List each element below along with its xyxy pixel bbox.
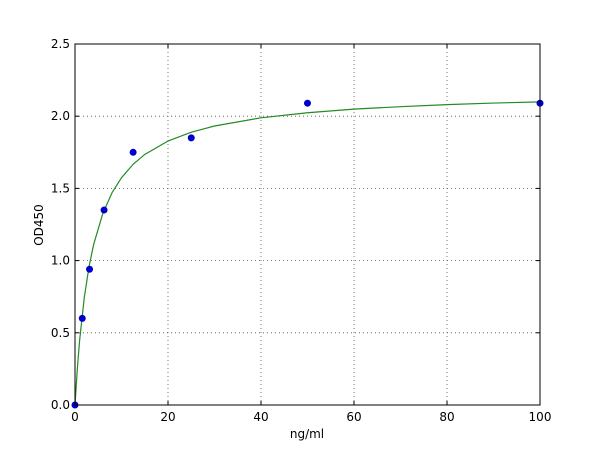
y-tick-label: 0.0 (51, 398, 70, 412)
plot-frame (74, 43, 541, 406)
data-point (304, 99, 311, 107)
y-tick-label: 1.5 (51, 181, 70, 195)
x-tick-label: 20 (160, 410, 175, 424)
fit-curve-line (74, 101, 541, 406)
data-point (129, 148, 137, 156)
fit-curve-layer (74, 101, 541, 406)
x-tick-label: 0 (71, 410, 79, 424)
data-point (78, 314, 86, 322)
grid (74, 43, 541, 406)
y-axis-label: OD450 (32, 204, 46, 246)
data-point (187, 134, 195, 142)
y-tick-label: 1.0 (51, 254, 70, 268)
x-tick-label: 100 (529, 410, 552, 424)
x-tick-label: 80 (439, 410, 454, 424)
points-layer (71, 99, 544, 409)
data-point (86, 265, 94, 273)
data-point (100, 206, 108, 214)
x-tick-label: 60 (346, 410, 361, 424)
x-axis-label: ng/ml (290, 427, 324, 441)
y-tick-label: 2.0 (51, 109, 70, 123)
y-tick-label: 2.5 (51, 37, 70, 51)
y-tick-label: 0.5 (51, 326, 70, 340)
x-tick-label: 40 (253, 410, 268, 424)
ticks: 0 20 40 60 80 100 0.0 0.5 1.0 1.5 2.0 2.5 (51, 37, 552, 424)
